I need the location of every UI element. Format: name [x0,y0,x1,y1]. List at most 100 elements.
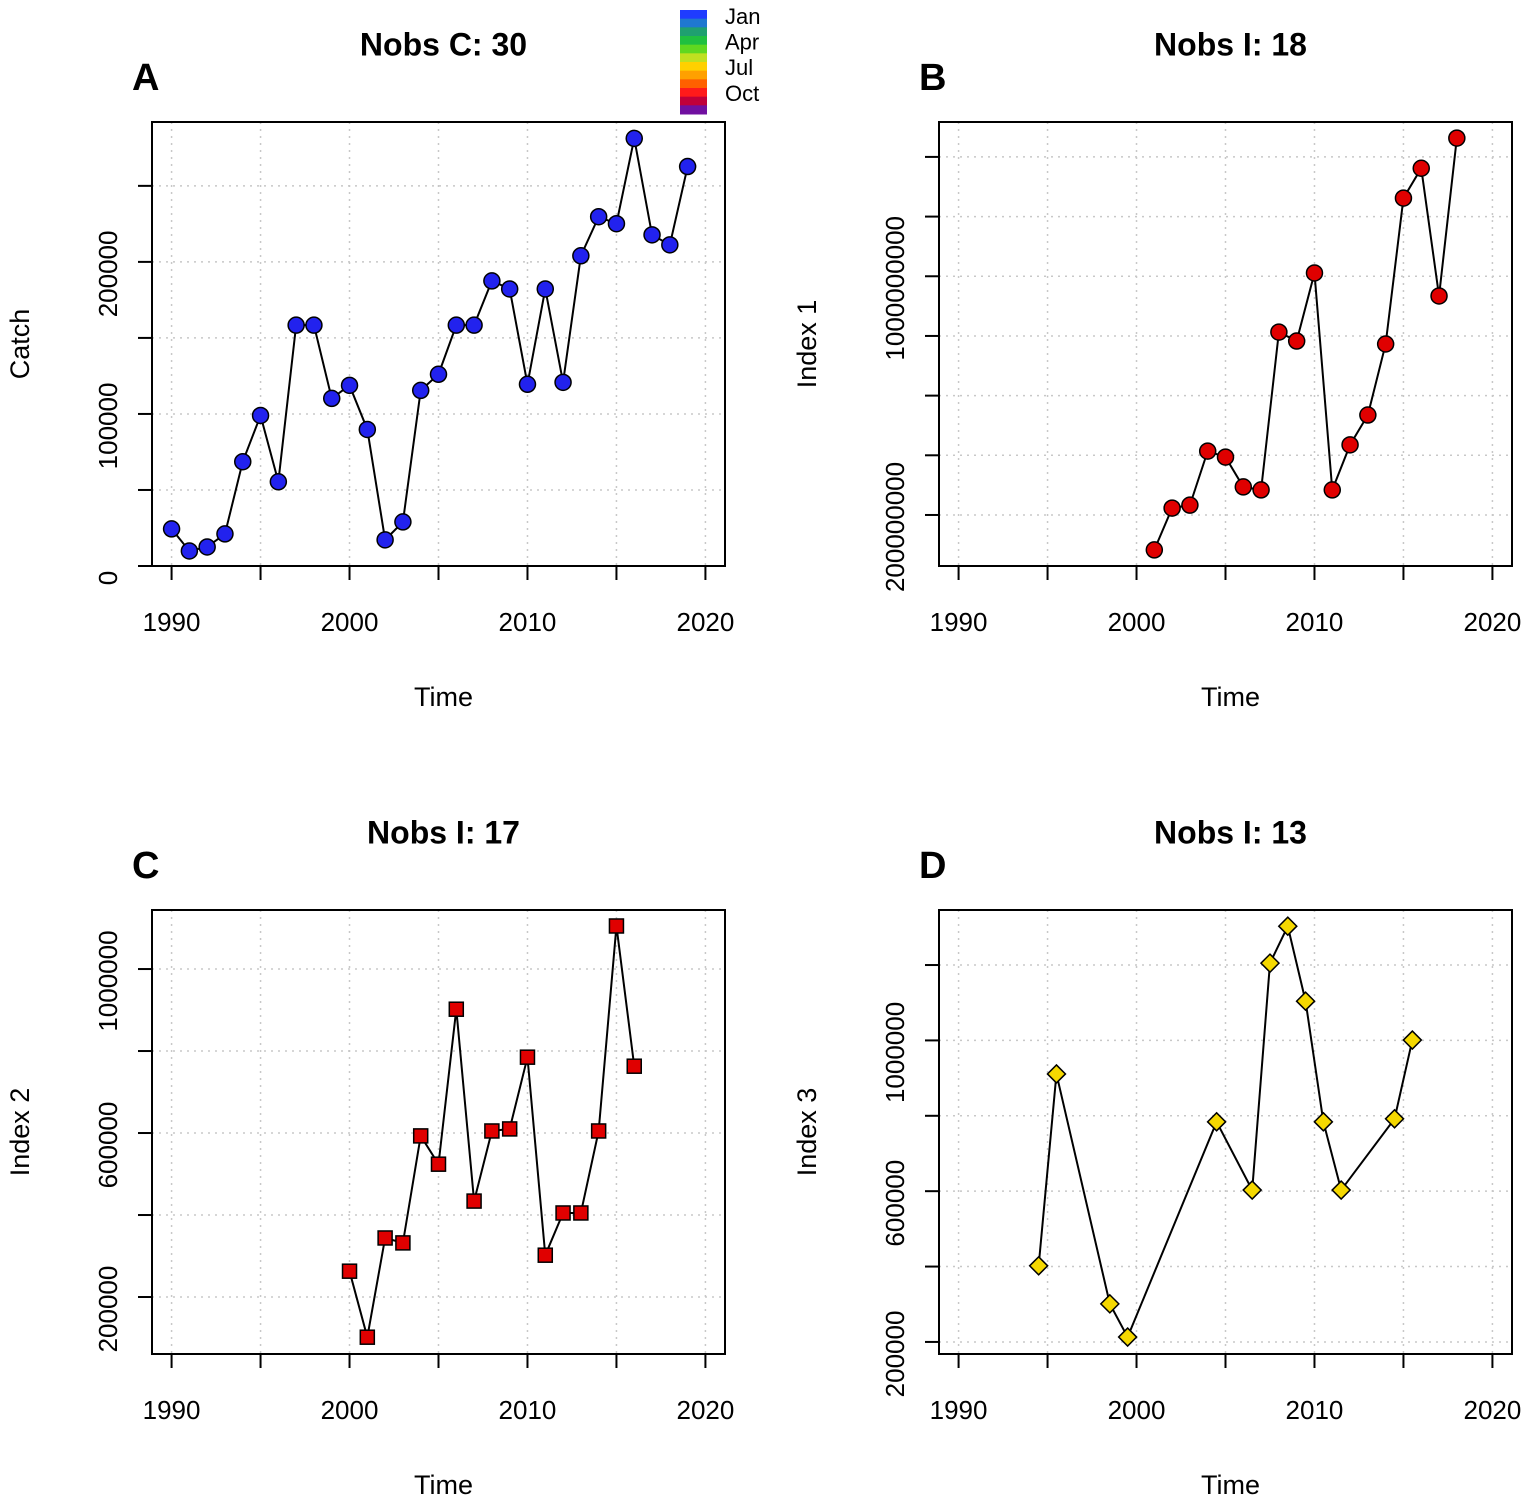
point [1412,159,1430,177]
x-tick-label: 1990 [930,1395,988,1425]
point [1341,436,1359,454]
point [395,1235,411,1251]
point [234,452,252,471]
point [608,918,625,934]
point [519,1049,536,1065]
point [1198,442,1217,460]
point [1163,499,1181,517]
point [412,1128,429,1144]
point [198,538,216,556]
point [607,214,626,233]
panel-letter: A [132,57,159,99]
y-tick-label: 200000 [93,1266,123,1353]
point [1394,189,1413,207]
point [536,280,555,298]
panel: Nobs C: 30 A Time Catch 1990 2000 2010 2020 0 100… [5,4,760,712]
x-tick-label: 2010 [499,607,557,637]
point [1145,541,1164,559]
x-tick-label: 2020 [677,1395,735,1425]
point [501,1121,518,1137]
y-axis-label: Index 2 [5,1088,35,1177]
point [573,1205,589,1221]
point [429,365,448,384]
colorbar-swatch [680,27,707,37]
y-tick-label: 600000 [93,1102,123,1189]
colorbar-swatch [680,62,707,72]
point [180,542,199,560]
x-tick-label: 2020 [1464,607,1522,637]
x-axis-label: Time [414,682,473,712]
colorbar-label: Apr [725,30,759,55]
point [1099,1293,1120,1314]
colorbar-swatch [680,44,707,54]
point [340,376,359,395]
y-axis-label: Index 3 [792,1088,822,1177]
y-tick-label: 1000000 [880,1002,910,1103]
colorbar-label: Jul [725,55,753,80]
point [1242,1179,1263,1201]
point [678,157,697,176]
y-tick-label: 0 [93,571,123,585]
y-axis-label: Index 1 [792,300,822,389]
point [1117,1326,1138,1348]
point [625,129,643,148]
point [448,1001,465,1017]
x-tick-label: 1990 [143,1395,201,1425]
y-axis-label: Catch [5,309,35,380]
data-line [170,138,689,553]
y-tick-label: 200000 [880,1311,910,1398]
y-tick-label: 100000 [93,383,123,470]
point [555,1205,571,1221]
point [1216,448,1235,466]
colorbar-swatch [680,18,707,28]
x-tick-label: 2000 [321,1395,379,1425]
colorbar-swatch [680,36,707,46]
point [466,1193,482,1209]
point [411,381,430,400]
point [269,473,288,491]
plot-frame [151,121,726,567]
panel-title: Nobs I: 17 [367,814,520,850]
panel-letter: C [132,845,159,887]
point [430,1156,447,1172]
point [251,406,270,425]
point [1359,406,1377,424]
colorbar-label: Oct [725,81,759,106]
x-axis-label: Time [414,1470,473,1500]
point [643,226,661,244]
x-tick-label: 2000 [321,607,379,637]
point [1313,1111,1334,1132]
plot-frame [151,909,726,1355]
point [484,1123,500,1139]
point [1376,335,1395,353]
x-axis-label: Time [1201,682,1260,712]
point [483,272,501,290]
point [500,280,519,298]
point [1270,323,1288,341]
point [661,236,679,254]
colorbar-swatch [680,10,707,20]
x-tick-label: 2020 [1464,1395,1522,1425]
point [1259,953,1281,974]
point [394,513,412,531]
point [162,520,181,538]
point [589,207,608,226]
point [287,316,305,334]
point [1028,1255,1049,1276]
point [322,389,341,408]
y-tick-label: 200000000 [880,462,910,592]
colorbar-swatch [680,105,707,115]
panel: Nobs I: 13 D Time Index 3 1990 2000 2010 2020 20… [792,814,1521,1500]
y-tick-label: 600000 [880,1160,910,1247]
colorbar-swatch [680,53,707,63]
point [359,1329,376,1345]
panel: Nobs I: 17 C Time Index 2 1990 2000 2010 2020 20… [5,814,734,1500]
x-tick-label: 2000 [1108,607,1166,637]
point [518,375,537,394]
point [447,316,466,334]
point [1252,481,1270,499]
point [537,1247,554,1263]
panel: Nobs I: 18 B Time Index 1 1990 2000 2010 2020 20… [792,26,1521,712]
panel-title: Nobs I: 13 [1154,814,1307,850]
point [572,247,590,265]
